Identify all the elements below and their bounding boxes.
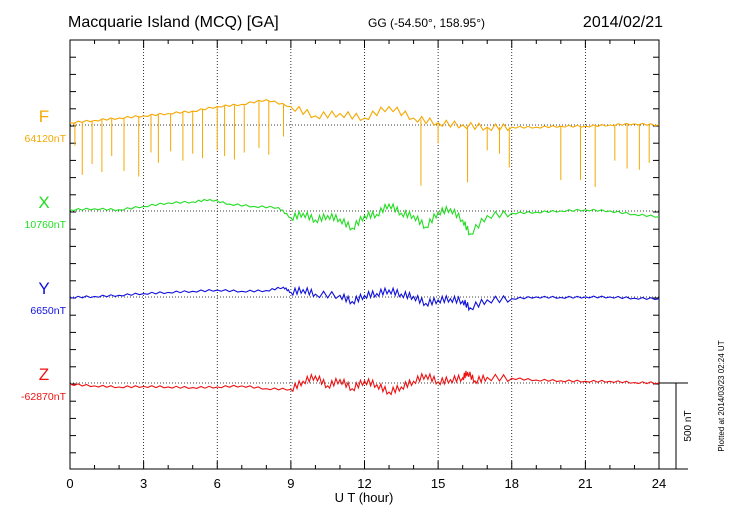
station-title: Macquarie Island (MCQ) [GA] [68, 14, 279, 31]
trace-line-X [69, 198, 660, 236]
trace-baseline-label-Y: 6650nT [30, 305, 66, 317]
x-tick-labels: 0 3 6 9 12 15 18 21 24 [66, 476, 666, 491]
trace-name-Y: Y [38, 279, 49, 298]
trace-baseline-label-Z: -62870nT [21, 391, 67, 403]
plotted-timestamp: Plotted at 2014/03/23 02:24 UT [717, 340, 726, 451]
x-tick-label-18: 18 [505, 476, 519, 491]
trace-name-Z: Z [39, 365, 49, 384]
plot-frame [69, 39, 660, 470]
trace-baseline-label-X: 10760nT [25, 219, 67, 231]
scale-bar-label: 500 nT [683, 410, 694, 441]
trace-name-F: F [39, 107, 49, 126]
x-tick-label-12: 12 [357, 476, 371, 491]
x-tick-label-6: 6 [214, 476, 221, 491]
trace-line-Z [69, 370, 660, 396]
trace-labels: F 64120nT X 10760nT Y 6650nT Z -62870nT [21, 107, 67, 403]
x-tick-label-3: 3 [140, 476, 147, 491]
scale-bar: 500 nT [659, 382, 694, 470]
trace-lines [69, 99, 660, 396]
axis-ticks [69, 40, 660, 469]
x-tick-label-0: 0 [66, 476, 73, 491]
plot-date: 2014/02/21 [583, 14, 663, 31]
x-tick-label-9: 9 [287, 476, 294, 491]
x-axis-label: U T (hour) [335, 490, 394, 505]
trace-line-Y [69, 285, 660, 312]
station-coordinates: GG (-54.50°, 158.95°) [368, 16, 485, 30]
trace-baselines [70, 124, 659, 384]
x-tick-label-24: 24 [652, 476, 666, 491]
vertical-gridlines [143, 40, 586, 469]
x-tick-label-15: 15 [431, 476, 445, 491]
x-tick-label-21: 21 [578, 476, 592, 491]
trace-baseline-label-F: 64120nT [25, 133, 67, 145]
trace-name-X: X [38, 193, 49, 212]
trace-line-F [69, 99, 660, 132]
